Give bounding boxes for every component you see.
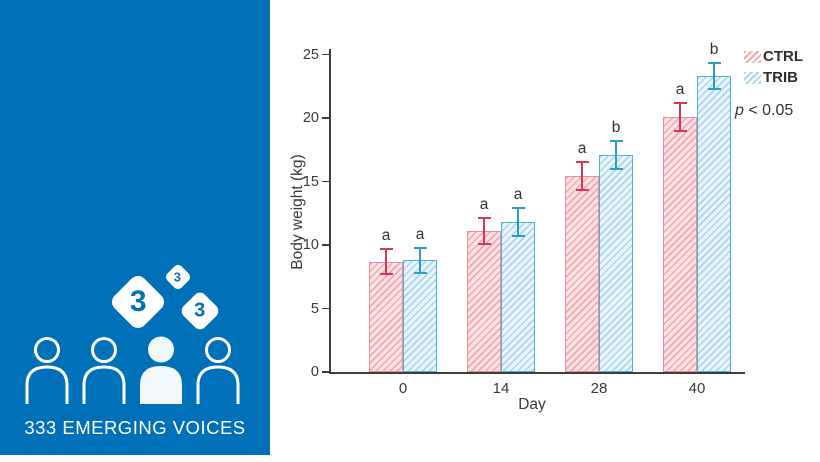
error-bar	[615, 140, 617, 169]
significance-letter: a	[415, 225, 425, 243]
error-bar-cap	[413, 246, 427, 249]
error-bar	[419, 247, 421, 273]
significance-letter: a	[479, 196, 489, 214]
p-symbol: p	[735, 102, 744, 119]
significance-letter: b	[611, 118, 621, 136]
bar-ctrl-day14	[467, 231, 501, 372]
error-bar-cap	[477, 217, 491, 220]
error-bar-cap	[609, 139, 623, 142]
error-bar	[385, 248, 387, 275]
y-tick-label: 0	[310, 364, 319, 380]
person-outline-icon	[25, 337, 69, 404]
error-bar-cap	[413, 271, 427, 274]
x-tick-label: 14	[492, 380, 510, 397]
legend-swatch-icon	[744, 50, 761, 63]
brand-title: 333 EMERGING VOICES	[24, 417, 246, 438]
error-bar-cap	[477, 242, 491, 245]
error-bar-cap	[575, 161, 589, 164]
error-bar-cap	[511, 207, 525, 210]
x-tick-label: 28	[590, 380, 608, 397]
x-axis-line	[329, 372, 745, 374]
y-axis-line	[329, 48, 331, 373]
chart-legend: CTRL TRIB	[744, 48, 803, 86]
error-bar-cap	[673, 101, 687, 104]
significance-annotation: p < 0.05	[735, 102, 793, 120]
brand-panel: 3 3 3 333 EMERGING	[0, 0, 270, 455]
y-tick	[322, 307, 329, 310]
x-tick-label: 40	[688, 380, 706, 397]
y-tick-label: 15	[302, 173, 319, 190]
legend-item-trib: TRIB	[744, 69, 803, 86]
legend-swatch-icon	[744, 71, 761, 84]
legend-label: CTRL	[763, 48, 803, 65]
people-icons-row	[22, 336, 243, 404]
y-tick-label: 5	[310, 300, 319, 317]
y-tick	[322, 117, 329, 119]
error-bar-cap	[673, 129, 687, 132]
legend-item-ctrl: CTRL	[744, 48, 803, 65]
x-tick-label: 0	[398, 380, 408, 397]
significance-letter: b	[709, 41, 719, 59]
error-bar	[679, 102, 681, 131]
error-bar-cap	[707, 87, 721, 90]
bar-trib-day14	[501, 222, 535, 372]
y-tick	[322, 371, 329, 373]
person-filled-icon	[140, 336, 182, 404]
error-bar-cap	[707, 62, 721, 65]
error-bar-cap	[379, 247, 393, 250]
bar-ctrl-day0	[369, 261, 403, 372]
error-bar	[581, 162, 583, 191]
error-bar	[517, 208, 519, 237]
y-tick	[322, 180, 329, 183]
significance-letter: a	[513, 186, 523, 204]
error-bar-cap	[379, 273, 393, 276]
error-bar-cap	[609, 167, 623, 170]
y-tick	[322, 53, 329, 56]
y-tick-label: 20	[302, 110, 319, 126]
error-bar-cap	[575, 189, 589, 192]
bar-ctrl-day40	[663, 116, 697, 372]
significance-letter: a	[381, 226, 391, 244]
y-tick-label: 25	[302, 46, 319, 63]
error-bar	[483, 218, 485, 244]
bar-ctrl-day28	[565, 176, 599, 372]
significance-letter: a	[577, 140, 587, 158]
bar-trib-day28	[599, 154, 633, 372]
p-value-text: < 0.05	[743, 102, 794, 119]
person-outline-icon	[82, 337, 126, 404]
bar-trib-day0	[403, 260, 437, 372]
legend-label: TRIB	[763, 69, 798, 86]
x-axis-title: Day	[518, 396, 546, 413]
y-tick	[322, 244, 329, 246]
significance-letter: a	[675, 80, 685, 98]
y-tick-label: 10	[302, 237, 319, 253]
error-bar-cap	[511, 235, 525, 238]
bar-trib-day40	[697, 76, 731, 372]
error-bar	[713, 63, 715, 89]
person-outline-icon	[196, 337, 240, 404]
